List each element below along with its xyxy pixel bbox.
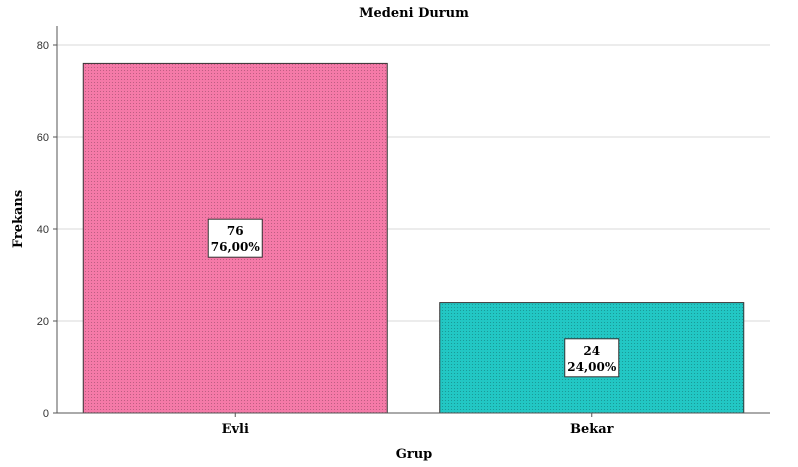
data-labels: 76 76,00% 24 24,00% xyxy=(207,218,620,378)
x-axis-categories: Evli Bekar xyxy=(222,413,614,437)
chart-title: Medeni Durum xyxy=(359,6,469,21)
y-tick-label: 40 xyxy=(37,224,49,236)
y-axis-ticks: 0 20 40 60 80 xyxy=(37,40,57,420)
y-tick-label: 60 xyxy=(37,132,49,144)
data-label-percent: 76,00% xyxy=(211,240,261,254)
data-label-percent: 24,00% xyxy=(567,360,617,374)
data-label-box xyxy=(564,338,620,378)
y-tick-label: 20 xyxy=(37,316,49,328)
data-label-box xyxy=(207,218,263,258)
y-axis-label: Frekans xyxy=(11,190,26,248)
x-axis-label: Grup xyxy=(396,447,433,462)
bars xyxy=(82,62,745,414)
x-category-label: Bekar xyxy=(570,422,614,437)
x-category-label: Evli xyxy=(222,422,249,437)
data-label-value: 76 xyxy=(227,224,244,238)
y-tick-label: 80 xyxy=(37,40,49,52)
y-tick-label: 0 xyxy=(43,408,49,420)
data-label-value: 24 xyxy=(583,344,600,358)
